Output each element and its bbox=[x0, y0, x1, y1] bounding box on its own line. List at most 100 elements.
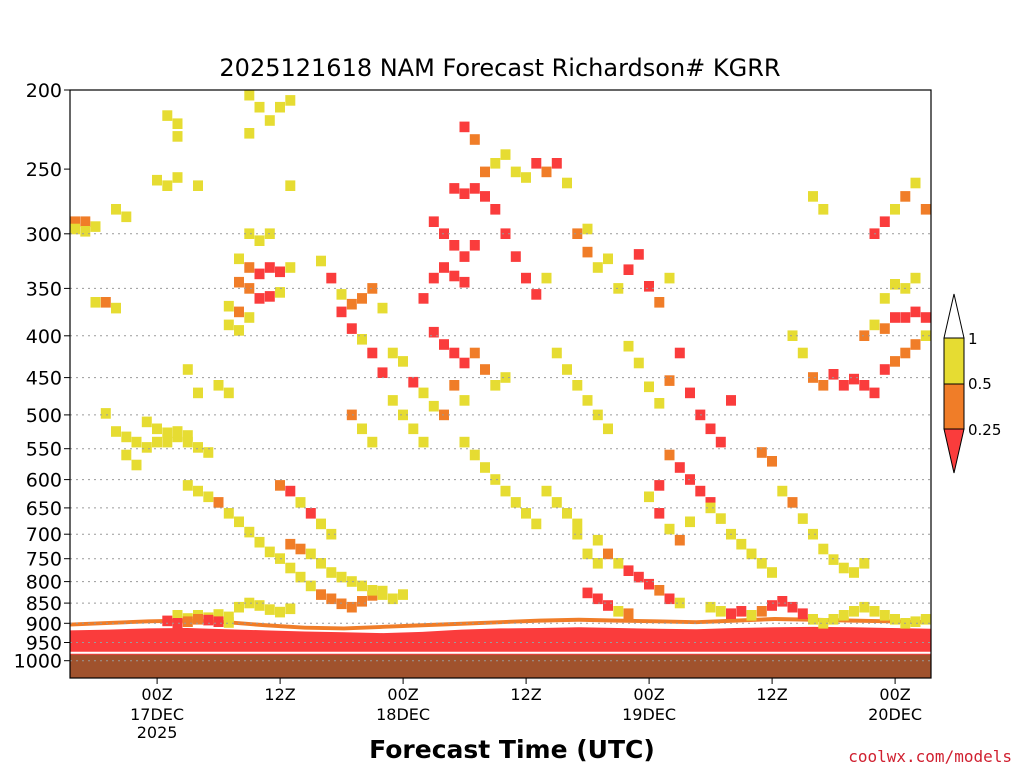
ri-cell bbox=[808, 614, 818, 625]
ri-cell bbox=[736, 538, 747, 550]
ri-cell bbox=[387, 395, 398, 406]
ri-cell bbox=[736, 606, 747, 617]
ri-cell bbox=[767, 567, 777, 578]
ri-cell bbox=[162, 436, 173, 448]
ri-cell bbox=[398, 589, 408, 600]
y-tick-label: 700 bbox=[26, 524, 62, 546]
ri-cell bbox=[213, 380, 224, 391]
y-tick-label: 200 bbox=[26, 80, 62, 102]
ri-cell bbox=[234, 306, 244, 318]
ri-cell bbox=[469, 134, 480, 145]
ri-cell bbox=[285, 262, 296, 273]
ri-cell bbox=[223, 300, 234, 312]
ri-cell bbox=[162, 110, 173, 121]
ri-cell bbox=[664, 272, 675, 284]
ri-cell bbox=[797, 347, 808, 359]
ri-cell bbox=[408, 423, 419, 435]
ri-cell bbox=[316, 518, 326, 530]
ri-cell bbox=[603, 548, 613, 560]
ri-cell bbox=[172, 618, 183, 629]
y-tick-label: 950 bbox=[26, 633, 62, 655]
ri-cell bbox=[910, 306, 921, 318]
ri-cell bbox=[879, 364, 890, 375]
x-tick-label: 12Z bbox=[264, 685, 295, 704]
ri-cell bbox=[879, 293, 890, 304]
ri-cell bbox=[572, 380, 583, 391]
ri-cell bbox=[141, 442, 152, 453]
ground-fill bbox=[70, 654, 931, 678]
ri-cell bbox=[890, 204, 900, 215]
ri-cell bbox=[623, 565, 634, 576]
ri-cell bbox=[80, 216, 91, 227]
ri-cell bbox=[182, 364, 193, 375]
ri-cell bbox=[490, 158, 501, 169]
ri-cell bbox=[890, 356, 900, 367]
ri-cell bbox=[193, 442, 203, 453]
ri-cell bbox=[890, 614, 900, 625]
ri-cell bbox=[182, 480, 193, 491]
ri-cell bbox=[193, 485, 203, 497]
ri-cell bbox=[705, 423, 716, 435]
ri-cell bbox=[316, 255, 326, 267]
ri-cell bbox=[121, 449, 132, 461]
ri-cell bbox=[336, 598, 347, 610]
ri-cell bbox=[541, 272, 552, 284]
ri-cell bbox=[603, 600, 613, 611]
x-tick-sublabel: 2025 bbox=[137, 723, 178, 742]
colorbar-segment bbox=[943, 383, 965, 430]
ri-cell bbox=[654, 398, 665, 409]
ri-cell bbox=[910, 616, 921, 627]
y-tick-label: 850 bbox=[26, 593, 62, 615]
ri-cell bbox=[408, 376, 419, 388]
colorbar-label: 1 bbox=[968, 330, 978, 348]
ri-cell bbox=[664, 593, 675, 605]
ri-cell bbox=[234, 516, 244, 528]
ri-cell bbox=[521, 508, 531, 519]
ri-cell bbox=[623, 264, 634, 275]
y-tick-label: 650 bbox=[26, 498, 62, 520]
ri-cell bbox=[326, 567, 337, 578]
ri-cell bbox=[633, 249, 644, 260]
ri-cell bbox=[367, 347, 378, 359]
ri-cell bbox=[213, 616, 224, 627]
ri-cell bbox=[695, 485, 706, 497]
ri-cell bbox=[818, 380, 829, 391]
ri-cell bbox=[346, 576, 357, 587]
ri-cell bbox=[70, 216, 80, 227]
y-tick-label: 450 bbox=[26, 368, 62, 390]
ri-cell bbox=[172, 426, 183, 437]
ri-cell bbox=[920, 614, 931, 625]
ri-cell bbox=[500, 149, 511, 160]
ri-cell bbox=[305, 548, 316, 560]
ri-cell bbox=[541, 485, 552, 497]
ri-cell bbox=[480, 364, 490, 375]
ri-cell bbox=[418, 436, 429, 448]
ri-cell bbox=[459, 357, 470, 369]
ri-cell bbox=[162, 180, 173, 191]
ri-cell bbox=[859, 601, 870, 613]
ri-cell bbox=[428, 400, 439, 412]
ri-cell bbox=[244, 283, 255, 294]
ri-cell bbox=[234, 601, 244, 613]
ri-cell bbox=[910, 177, 921, 189]
credit-link[interactable]: coolwx.com/models bbox=[848, 747, 1012, 766]
ri-cell bbox=[459, 251, 470, 262]
ri-cell bbox=[285, 180, 296, 191]
x-tick-sublabel: 19DEC bbox=[622, 705, 676, 724]
ri-cell bbox=[172, 610, 183, 621]
ri-cell bbox=[111, 426, 121, 437]
y-tick-label: 550 bbox=[26, 439, 62, 461]
ri-cell bbox=[541, 166, 552, 178]
ri-cell bbox=[152, 436, 162, 448]
ri-cell bbox=[275, 287, 285, 298]
ri-cell bbox=[469, 347, 480, 359]
ri-cell bbox=[613, 283, 624, 294]
ri-cell bbox=[890, 312, 900, 323]
ri-cell bbox=[900, 347, 911, 359]
ri-cell bbox=[613, 606, 624, 617]
ri-cell bbox=[357, 580, 367, 592]
ri-cell bbox=[705, 601, 716, 613]
ri-cell bbox=[623, 340, 634, 352]
ri-cell bbox=[90, 221, 101, 232]
ri-cell bbox=[562, 364, 572, 375]
